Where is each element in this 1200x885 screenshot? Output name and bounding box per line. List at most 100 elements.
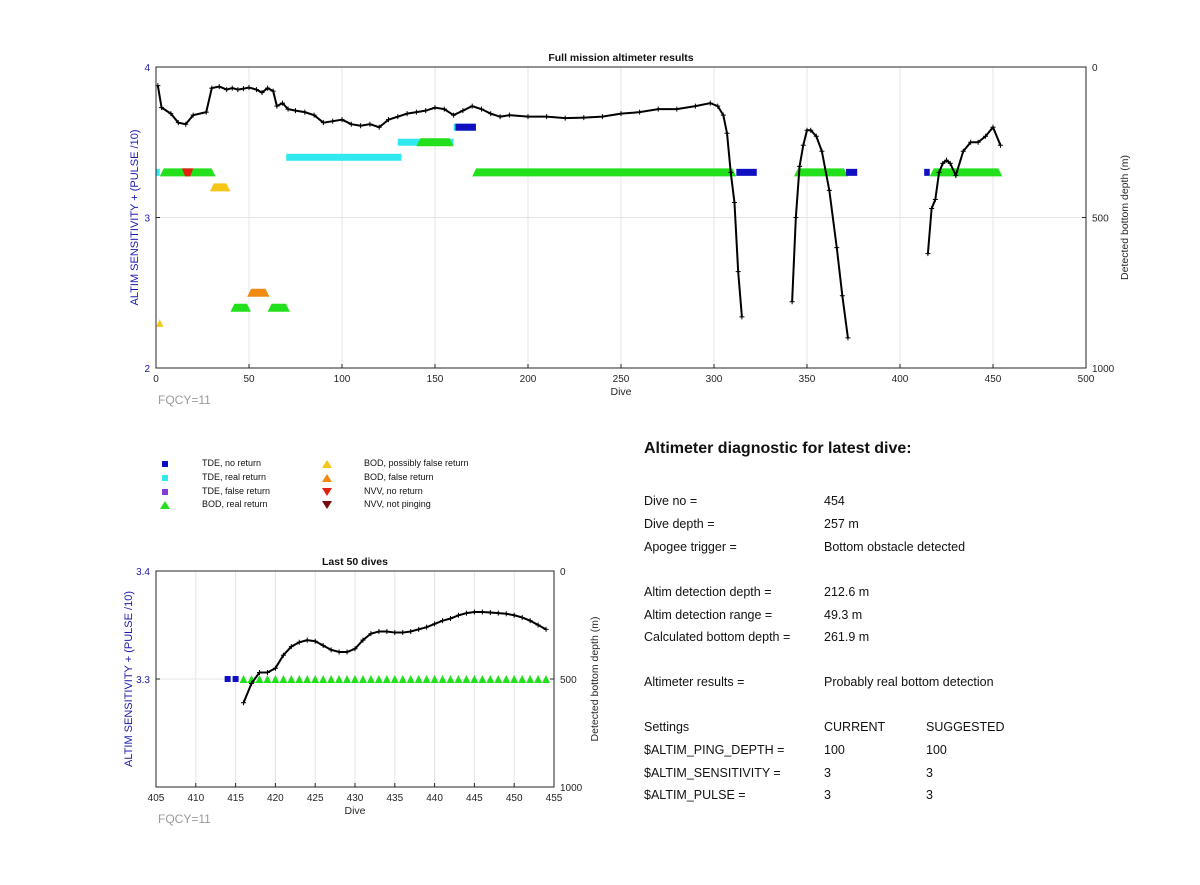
x-tick-label: 420 (267, 793, 284, 804)
bottom-depth-point (944, 157, 949, 163)
bottom-depth-point (735, 269, 741, 275)
bottom-depth-point (487, 609, 493, 615)
bottom-depth-point (845, 335, 851, 341)
bod-marker-band (156, 318, 164, 327)
bod-real-return-marker (271, 675, 280, 683)
bod-marker-band (929, 168, 1003, 177)
x-tick-label: 450 (985, 374, 1002, 385)
bottom-depth-point (413, 109, 419, 115)
bottom-depth-point (384, 628, 390, 634)
legend-marker-shape (322, 473, 332, 482)
y2-tick-label: 500 (1092, 214, 1109, 225)
setting-name: $ALTIM_SENSITIVITY = (644, 766, 781, 780)
bod-real-return-marker (374, 675, 383, 683)
legend-marker-shape (322, 460, 332, 468)
y2-tick-label: 500 (560, 675, 577, 686)
bottom-depth-point (826, 187, 832, 193)
bottom-depth-point (728, 169, 734, 175)
x-tick-label: 400 (892, 374, 909, 385)
bod-real-return-marker (478, 675, 487, 683)
altimeter-results-value: Probably real bottom detection (824, 675, 994, 689)
bod-real-return-marker (279, 675, 288, 683)
legend-marker-icon (322, 473, 332, 482)
tde-marker-band (156, 168, 160, 176)
calculated-bottom-label: Calculated bottom depth = (644, 630, 791, 644)
bottom-depth-point (272, 665, 278, 671)
setting-suggested: 100 (926, 743, 947, 757)
legend-marker-shape (322, 487, 332, 496)
bottom-depth-point (793, 215, 799, 220)
bottom-depth-point (469, 103, 475, 109)
bottom-depth-point (819, 148, 825, 154)
nvv-marker-band (182, 168, 194, 177)
bod-real-return-marker (390, 675, 399, 683)
bottom-depth-point (395, 114, 401, 120)
bottom-depth-point (936, 169, 942, 175)
legend-marker-shape (160, 501, 170, 510)
bottom-depth-point (424, 624, 430, 630)
bottom-depth-point (451, 112, 457, 118)
legend-marker-shape (162, 474, 168, 481)
bod-real-return-marker (327, 675, 336, 683)
dive-no-value: 454 (824, 494, 845, 508)
legend-marker-icon (162, 488, 168, 495)
fqcy-annotation: FQCY=11 (158, 393, 211, 407)
bod-marker-band (209, 183, 231, 192)
bottom-depth-point (715, 103, 721, 109)
bod-real-return-marker (502, 675, 511, 683)
dive-depth-label: Dive depth = (644, 517, 715, 531)
bottom-depth-point (455, 612, 461, 618)
bottom-depth-point (511, 612, 517, 618)
bottom-depth-point (562, 115, 568, 121)
y-tick-label: 2 (144, 364, 150, 375)
tde-marker-band (924, 168, 930, 176)
bottom-depth-point (808, 127, 814, 133)
y2-tick-label: 1000 (560, 783, 583, 794)
chart-title: Last 50 dives (322, 556, 388, 568)
bottom-depth-point (270, 88, 276, 94)
bottom-depth-point (404, 111, 410, 117)
bod-real-return-marker (454, 675, 463, 683)
bottom-depth-point (339, 117, 345, 123)
x-axis-label: Dive (344, 805, 365, 817)
bottom-depth-point (519, 614, 525, 620)
calculated-bottom-value: 261.9 m (824, 630, 870, 644)
bottom-depth-point (692, 103, 698, 109)
bottom-depth-point (241, 700, 247, 706)
y2-tick-label: 0 (1092, 63, 1098, 74)
bottom-depth-point (330, 118, 336, 124)
y2-axis-label: Detected bottom depth (m) (589, 617, 601, 742)
bottom-depth-point (739, 314, 745, 320)
legend-marker-icon (322, 487, 332, 496)
bottom-depth-point (367, 121, 373, 127)
bottom-depth-point (789, 299, 795, 305)
bottom-depth-point (376, 124, 382, 130)
bod-marker-band (267, 303, 290, 312)
bottom-depth-point (797, 163, 803, 169)
bottom-depth-point (376, 628, 382, 634)
tde-marker-band (455, 123, 476, 131)
bottom-depth-point (183, 121, 189, 127)
x-tick-label: 100 (334, 374, 351, 385)
x-tick-label: 0 (153, 374, 159, 385)
bottom-depth-point (983, 133, 989, 139)
x-tick-label: 200 (520, 374, 537, 385)
x-tick-label: 350 (799, 374, 816, 385)
x-tick-label: 50 (243, 374, 255, 385)
bottom-depth-point (432, 105, 438, 111)
tde-no-return-marker (232, 676, 239, 682)
bottom-depth-point (288, 644, 294, 650)
bottom-depth-point (925, 251, 931, 257)
bottom-depth-point (302, 109, 308, 115)
bottom-depth-point (463, 610, 469, 616)
setting-suggested: 3 (926, 788, 933, 802)
bottom-depth-point (929, 205, 935, 211)
x-tick-label: 405 (148, 793, 165, 804)
y-axis-label: ALTIM SENSITIVITY + (PULSE /10) (129, 130, 141, 306)
bottom-depth-point (839, 293, 845, 299)
legend-label: TDE, no return (202, 458, 262, 468)
bottom-depth-point (440, 618, 446, 624)
x-tick-label: 150 (427, 374, 444, 385)
bottom-depth-point (304, 637, 310, 643)
legend-label: NVV, no return (364, 485, 423, 496)
